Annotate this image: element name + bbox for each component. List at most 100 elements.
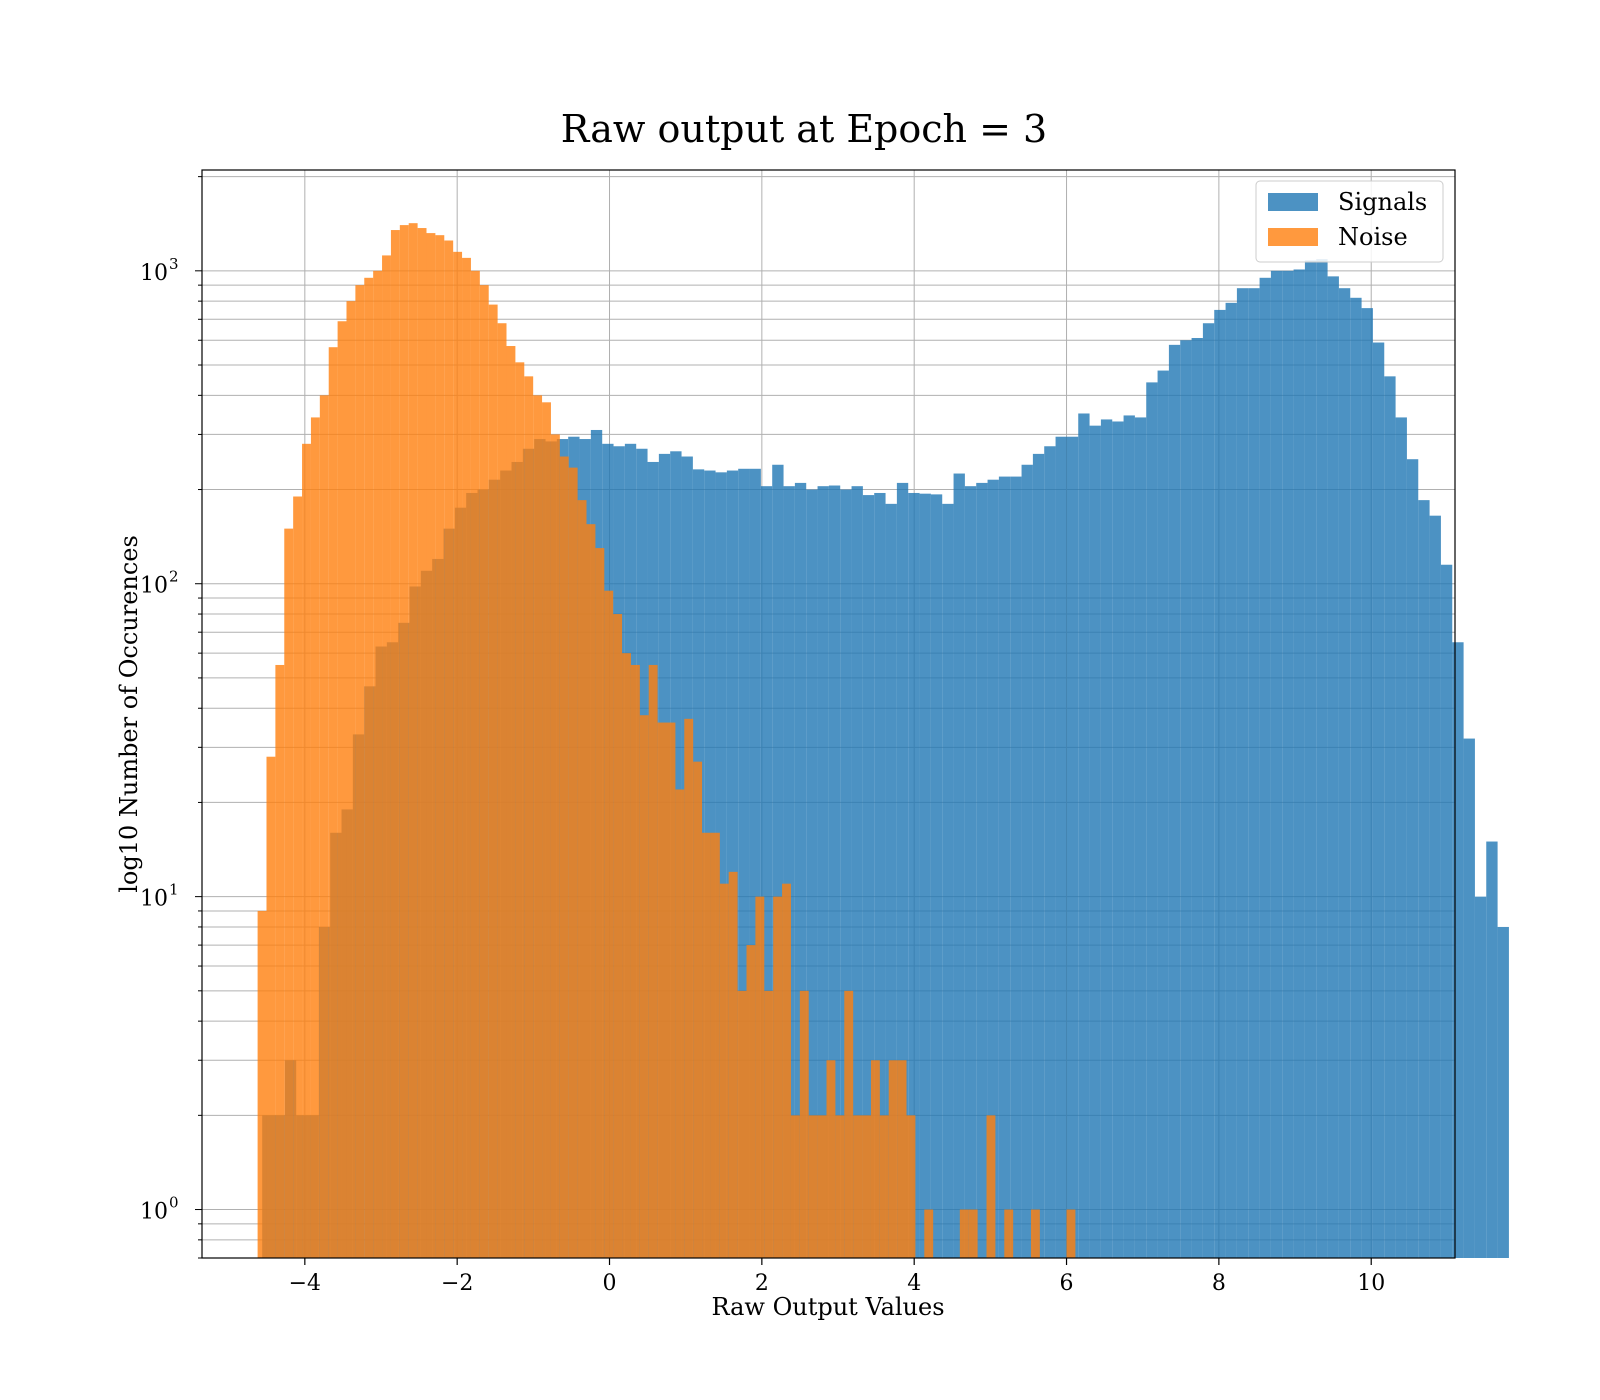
- histogram-bar: [1350, 297, 1362, 1258]
- histogram-bar: [470, 270, 480, 1258]
- histogram-bar: [1157, 370, 1169, 1258]
- histogram-bar: [577, 500, 587, 1258]
- histogram-bar: [1225, 302, 1237, 1258]
- histogram-bar: [630, 664, 640, 1258]
- legend-swatch-noise: [1268, 228, 1318, 246]
- histogram-bar: [293, 496, 303, 1258]
- histogram-bar: [1180, 340, 1192, 1259]
- histogram-bar: [1361, 308, 1373, 1258]
- histogram-bar: [851, 486, 863, 1258]
- histogram-bar: [986, 1115, 996, 1258]
- histogram-bar: [1146, 382, 1158, 1258]
- histogram-bar: [444, 240, 454, 1258]
- histogram-bar: [675, 789, 685, 1258]
- y-tick-exponent: 1: [169, 881, 179, 899]
- plot-frame: [201, 169, 1456, 1259]
- y-tick-exponent: 3: [169, 255, 179, 273]
- histogram-bar: [524, 376, 534, 1258]
- y-tick-base: 10: [140, 574, 168, 599]
- y-tick-label: 10 0: [140, 1194, 179, 1225]
- histogram-bar: [885, 503, 897, 1258]
- histogram-bar: [657, 722, 667, 1258]
- series-noise: [257, 223, 1076, 1259]
- histogram-bar: [726, 470, 739, 1259]
- histogram-bar: [426, 233, 436, 1258]
- histogram-bar: [1293, 269, 1305, 1258]
- histogram-bar: [826, 1060, 836, 1258]
- x-tick-label: 0: [603, 1271, 617, 1296]
- histogram-bar: [533, 395, 543, 1258]
- histogram-bar: [1304, 260, 1317, 1258]
- histogram-bar: [1395, 417, 1407, 1258]
- y-tick-exponent: 0: [169, 1194, 179, 1212]
- histogram-bar: [835, 1115, 845, 1258]
- histogram-bar: [1191, 337, 1203, 1258]
- histogram-bar: [998, 476, 1011, 1259]
- histogram-bar: [790, 1115, 800, 1258]
- histogram-bar: [568, 467, 578, 1258]
- legend-label-signals: Signals: [1338, 188, 1427, 216]
- x-axis-label: Raw Output Values: [711, 1293, 944, 1321]
- histogram-bar: [817, 1115, 827, 1258]
- histogram-bar: [1168, 344, 1181, 1259]
- histogram-bar: [1338, 288, 1351, 1259]
- histogram-bar: [840, 489, 852, 1258]
- histogram-bar: [1032, 453, 1045, 1259]
- histogram-bar: [1452, 642, 1464, 1258]
- histogram-bar: [613, 614, 623, 1258]
- histogram-bar: [257, 910, 267, 1258]
- histogram-bar: [710, 832, 720, 1258]
- histogram-bar: [639, 715, 649, 1258]
- histogram-bar: [906, 1115, 916, 1258]
- histogram-bar: [719, 883, 729, 1258]
- histogram-bar: [1282, 270, 1294, 1258]
- histogram-bar: [302, 443, 311, 1259]
- histogram-bar: [408, 223, 418, 1258]
- histogram-bar: [760, 486, 773, 1258]
- legend-swatch-signals: [1268, 193, 1318, 211]
- x-axis-ticks: −4 −2 0 2 4 6 8 10: [289, 1258, 1385, 1296]
- histogram-bar: [874, 492, 886, 1259]
- histogram-bar: [737, 990, 747, 1258]
- histogram-bar: [755, 896, 765, 1258]
- histogram-bar: [919, 493, 931, 1258]
- histogram-bar: [1066, 436, 1079, 1258]
- histogram-bar: [1004, 1209, 1014, 1258]
- y-tick-label: 10 3: [140, 255, 179, 286]
- histogram-bar: [604, 590, 614, 1258]
- y-tick-base: 10: [140, 1200, 168, 1225]
- histogram-bar: [666, 722, 676, 1258]
- histogram-bar: [1316, 259, 1328, 1258]
- histogram-bar: [399, 225, 409, 1259]
- histogram-bar: [1044, 446, 1056, 1258]
- histogram-bar: [782, 883, 791, 1258]
- histogram-bar: [1440, 564, 1453, 1258]
- histogram-bar: [817, 486, 829, 1258]
- x-tick-label: 8: [1212, 1271, 1226, 1296]
- histogram-bar: [595, 548, 605, 1258]
- histogram-bar: [1474, 896, 1487, 1258]
- histogram-bar: [506, 346, 516, 1258]
- x-tick-label: −4: [289, 1271, 321, 1296]
- x-tick-label: 4: [907, 1271, 921, 1296]
- histogram-bar: [346, 301, 356, 1258]
- histogram-bar: [794, 482, 807, 1258]
- histogram-bar: [542, 402, 551, 1258]
- histogram-bar: [1030, 1209, 1040, 1258]
- histogram-bar: [1123, 415, 1135, 1258]
- histogram-bar: [355, 285, 365, 1258]
- histogram-bar: [622, 653, 631, 1258]
- y-tick-base: 10: [140, 887, 168, 912]
- histogram-bar: [764, 990, 774, 1258]
- histogram-bar: [1010, 476, 1022, 1259]
- y-axis-label: log10 Number of Occurences: [115, 535, 143, 893]
- histogram-bar: [1406, 459, 1419, 1258]
- histogram-bar: [773, 896, 783, 1258]
- histogram-bar: [924, 1209, 934, 1258]
- y-tick-label: 10 2: [140, 568, 179, 599]
- x-tick-label: 6: [1060, 1271, 1074, 1296]
- histogram-bar: [908, 492, 920, 1259]
- chart-title: Raw output at Epoch = 3: [561, 107, 1047, 151]
- histogram-bar: [364, 277, 374, 1258]
